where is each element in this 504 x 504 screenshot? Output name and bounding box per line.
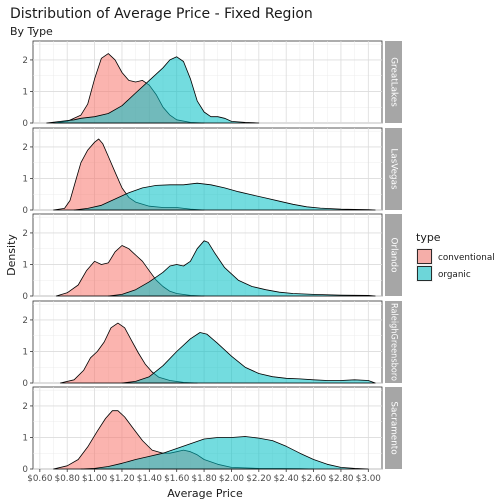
y-axis-title: Density [5,234,18,276]
x-tick-label: $2.40 [274,474,300,484]
y-tick-label: 2 [22,316,28,326]
legend-label: organic [438,270,471,280]
x-tick-label: $1.00 [82,474,108,484]
x-tick-label: $2.80 [328,474,354,484]
legend-title: type [416,231,441,244]
y-tick-label: 1 [22,174,28,184]
chart-subtitle: By Type [10,25,53,38]
density-area-organic [73,182,376,211]
x-tick-label: $0.60 [27,474,53,484]
density-area-organic [121,332,376,384]
y-tick-label: 0 [22,292,28,302]
y-tick-label: 1 [22,260,28,270]
strip-label: GreatLakes [389,57,399,107]
strip-background [385,128,402,210]
strip-label: LasVegas [389,148,399,190]
strip-label: RaleighGreensboro [389,303,399,381]
legend-key-organic [417,266,432,281]
y-tick-label: 0 [22,206,28,216]
y-tick-label: 2 [22,143,28,153]
facet-panels: 0 1 2 GreatLakes 0 1 2 LasVegas 0 1 2 Orlando 0 1 2 Ral… [22,40,402,475]
y-tick-label: 0 [22,379,28,389]
legend-label: conventional [438,253,495,263]
strip-background [385,387,402,469]
density-area-organic [107,240,376,297]
y-tick-label: 0 [22,119,28,129]
y-tick-label: 2 [22,56,28,66]
facet-panel: 0 1 2 Sacramento [22,386,402,475]
x-tick-label: $0.80 [55,474,81,484]
x-tick-label: $1.40 [137,474,163,484]
y-tick-label: 1 [22,347,28,357]
facet-panel: 0 1 2 LasVegas [22,127,402,216]
facet-panel: 0 1 2 RaleighGreensboro [22,300,402,389]
x-tick-label: $2.00 [219,474,245,484]
facet-panel: 0 1 2 GreatLakes [22,40,402,129]
strip-label: Sacramento [389,401,399,454]
y-tick-label: 1 [22,433,28,443]
strip-background [385,214,402,296]
density-area-organic [80,436,369,470]
legend-key-conventional [417,249,432,264]
x-axis-title: Average Price [167,487,243,500]
strip-label: Orlando [389,238,399,273]
facet-panel: 0 1 2 Orlando [22,213,402,302]
y-tick-label: 0 [22,465,28,475]
density-area-organic [46,56,260,124]
x-tick-label: $2.60 [301,474,327,484]
y-tick-label: 2 [22,229,28,239]
y-tick-label: 1 [22,87,28,97]
y-tick-label: 2 [22,402,28,412]
x-tick-label: $3.00 [356,474,382,484]
x-tick-label: $2.20 [246,474,272,484]
strip-background [385,41,402,123]
x-tick-label: $1.20 [109,474,135,484]
chart-title: Distribution of Average Price - Fixed Re… [10,6,313,22]
legend: type conventional organic [416,231,495,282]
x-tick-label: $1.80 [191,474,217,484]
x-axis: $0.60 $0.80 $1.00 $1.20 $1.40 $1.60 $1.80 $2.00… [27,469,381,484]
x-tick-label: $1.60 [164,474,190,484]
strip-background [385,301,402,383]
